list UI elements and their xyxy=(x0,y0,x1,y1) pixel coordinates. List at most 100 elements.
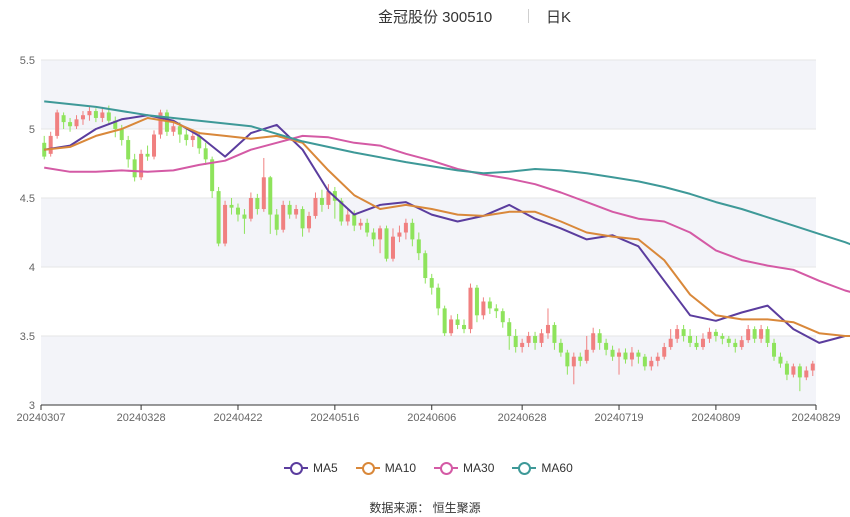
candle xyxy=(623,348,628,364)
candle xyxy=(397,225,402,243)
candle-body xyxy=(513,336,518,348)
candle xyxy=(132,153,137,182)
candle xyxy=(442,305,447,336)
candle-body xyxy=(610,349,615,357)
x-tick-label: 20240719 xyxy=(595,412,644,424)
candle xyxy=(223,200,228,247)
candle-body xyxy=(152,134,157,157)
candle-body xyxy=(184,134,189,141)
candles xyxy=(42,105,815,392)
candle-body xyxy=(649,360,654,367)
candle xyxy=(42,135,47,160)
candle xyxy=(152,130,157,160)
candle-body xyxy=(371,232,376,240)
candle-body xyxy=(681,329,686,336)
candle xyxy=(113,116,118,138)
candle xyxy=(578,352,583,367)
x-tick-label: 20240307 xyxy=(17,412,66,424)
candle-body xyxy=(436,287,441,309)
candle-body xyxy=(119,129,124,141)
candle-body xyxy=(48,135,53,154)
candle xyxy=(584,336,589,364)
candle-body xyxy=(378,228,383,240)
candle-body xyxy=(752,329,757,339)
candle xyxy=(307,211,312,233)
candle xyxy=(791,363,796,378)
candle xyxy=(733,338,738,353)
candle-body xyxy=(68,122,73,127)
candle-body xyxy=(171,126,176,132)
candle xyxy=(713,329,718,342)
candle xyxy=(100,106,105,123)
candle xyxy=(468,283,473,334)
candle-body xyxy=(474,287,479,316)
candle-body xyxy=(642,356,647,367)
candle-body xyxy=(462,324,467,330)
candle xyxy=(765,326,770,348)
legend-item-ma60[interactable]: MA60 xyxy=(512,461,573,475)
candle-body xyxy=(235,207,240,215)
candle-body xyxy=(268,177,273,215)
candle-body xyxy=(558,342,563,353)
candle xyxy=(726,336,731,348)
candle xyxy=(93,108,98,123)
legend-item-ma30[interactable]: MA30 xyxy=(434,461,494,475)
moving-average-lines xyxy=(44,100,850,344)
candle xyxy=(513,329,518,353)
candle xyxy=(610,345,615,361)
candle-body xyxy=(810,363,815,371)
candle xyxy=(378,225,383,254)
candle xyxy=(268,175,273,234)
legend-item-ma5[interactable]: MA5 xyxy=(284,461,338,475)
candle-body xyxy=(145,153,150,157)
candle xyxy=(145,145,150,161)
candle-body xyxy=(248,198,253,219)
candle-body xyxy=(526,336,531,343)
y-tick-label: 3 xyxy=(29,400,35,412)
candle-body xyxy=(384,228,389,259)
candle-body xyxy=(520,342,525,348)
period-label[interactable]: 日K xyxy=(546,9,572,26)
candle xyxy=(158,109,163,139)
candle xyxy=(507,318,512,350)
candle xyxy=(384,225,389,262)
candle xyxy=(61,112,66,129)
candle xyxy=(526,331,531,348)
candle-body xyxy=(565,352,570,367)
candle xyxy=(636,349,641,364)
candle-body xyxy=(126,140,131,160)
candle-body xyxy=(442,308,447,334)
candle xyxy=(423,250,428,284)
x-tick-label: 20240328 xyxy=(117,412,166,424)
candle xyxy=(487,297,492,314)
candle xyxy=(649,356,654,371)
candle-body xyxy=(274,214,279,230)
x-tick-label: 20240809 xyxy=(691,412,740,424)
candle xyxy=(126,135,131,168)
candle xyxy=(797,363,802,392)
candle-body xyxy=(416,239,421,254)
candle xyxy=(539,329,544,348)
legend-item-ma10[interactable]: MA10 xyxy=(355,461,416,475)
grid-bands xyxy=(41,60,816,405)
candle-body xyxy=(300,209,305,229)
candle xyxy=(642,353,647,371)
candle xyxy=(235,203,240,222)
candle xyxy=(552,322,557,350)
candle-body xyxy=(804,370,809,378)
y-tick-label: 4 xyxy=(29,262,35,274)
candle xyxy=(804,366,809,381)
candle xyxy=(558,338,563,357)
candle xyxy=(48,131,53,157)
candle xyxy=(810,360,815,377)
candle-body xyxy=(623,352,628,360)
candle xyxy=(55,109,60,139)
candle xyxy=(739,336,744,350)
candle-body xyxy=(339,200,344,222)
candle-body xyxy=(481,301,486,316)
candle xyxy=(139,149,144,181)
candle-body xyxy=(539,333,544,343)
legend-label: MA60 xyxy=(541,461,573,475)
candle-body xyxy=(307,215,312,229)
